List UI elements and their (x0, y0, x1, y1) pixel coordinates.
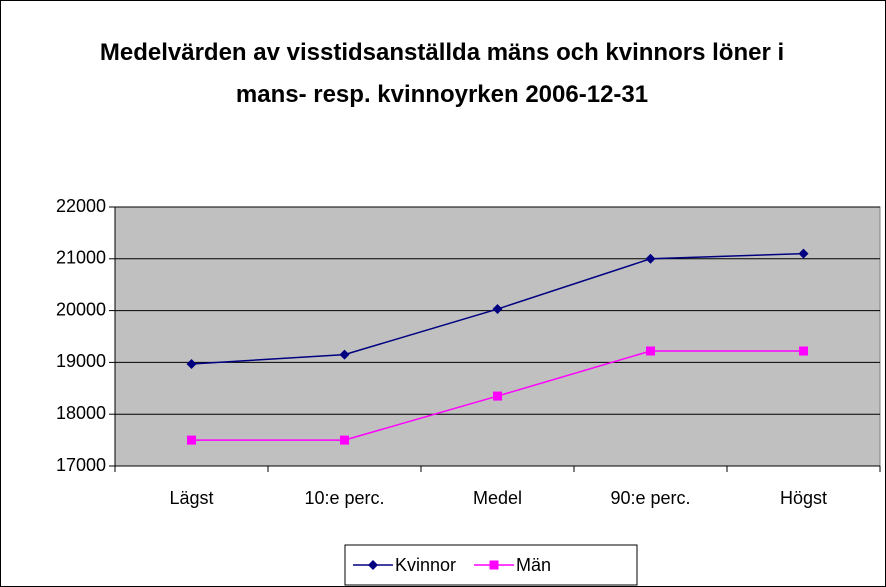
point-marker (645, 253, 656, 264)
x-tick-label: Högst (780, 488, 827, 508)
x-tick-label: Lägst (169, 488, 213, 508)
y-tick-label: 17000 (56, 455, 106, 475)
legend-label: Män (516, 555, 551, 575)
y-tick-label: 19000 (56, 351, 106, 371)
point-marker (187, 435, 196, 445)
point-marker (799, 346, 808, 356)
x-tick-label: 10:e perc. (304, 488, 384, 508)
x-tick-label: 90:e perc. (610, 488, 690, 508)
point-marker (646, 346, 655, 356)
legend-label: Kvinnor (395, 555, 456, 575)
y-tick-label: 22000 (56, 196, 106, 216)
y-tick-label: 18000 (56, 403, 106, 423)
chart-title: Medelvärden av visstidsanställda mäns oc… (99, 39, 785, 108)
plot-area (114, 206, 881, 467)
point-marker (186, 358, 197, 369)
legend-marker (368, 560, 378, 570)
point-marker (339, 349, 350, 360)
legend-marker (489, 560, 499, 570)
point-marker (493, 391, 502, 401)
point-marker (492, 304, 503, 315)
y-tick-label: 21000 (56, 248, 106, 268)
y-tick-label: 20000 (56, 299, 106, 319)
x-tick-label: Medel (473, 488, 522, 508)
point-marker (340, 435, 349, 445)
point-marker (798, 248, 809, 259)
